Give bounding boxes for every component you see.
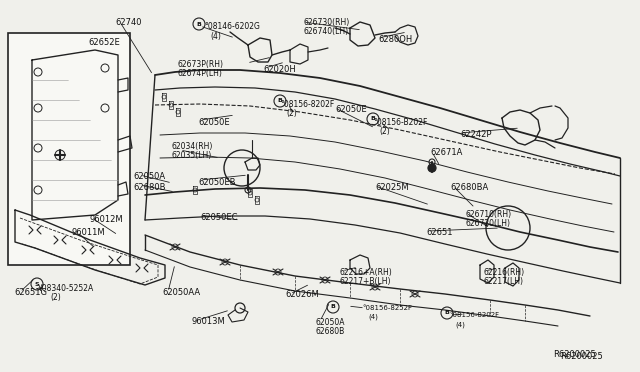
Text: 62242P: 62242P — [460, 130, 492, 139]
Text: ¥08340-5252A: ¥08340-5252A — [38, 284, 94, 293]
Text: 62216(RH): 62216(RH) — [483, 268, 524, 277]
Text: 62025M: 62025M — [375, 183, 408, 192]
Text: 62673P(RH): 62673P(RH) — [178, 60, 224, 69]
Text: B: B — [278, 99, 282, 103]
Text: 96011M: 96011M — [72, 228, 106, 237]
Text: 96012M: 96012M — [89, 215, 123, 224]
Text: (4): (4) — [210, 32, 221, 41]
Text: B: B — [371, 116, 376, 122]
Text: °08146-6202G: °08146-6202G — [204, 22, 260, 31]
Text: °08156-8202F: °08156-8202F — [449, 312, 499, 318]
Ellipse shape — [428, 164, 436, 172]
Text: 626740(LH): 626740(LH) — [303, 27, 348, 36]
Text: S: S — [35, 282, 39, 286]
Text: 62050EB: 62050EB — [198, 178, 236, 187]
Text: 62217(LH): 62217(LH) — [483, 277, 523, 286]
Text: 62050EC: 62050EC — [200, 213, 237, 222]
Text: 62651: 62651 — [426, 228, 452, 237]
Text: 62671A: 62671A — [430, 148, 462, 157]
Text: (2): (2) — [50, 293, 61, 302]
Text: 626720(LH): 626720(LH) — [466, 219, 511, 228]
Text: 62050E: 62050E — [198, 118, 230, 127]
Text: 62652E: 62652E — [88, 38, 120, 47]
Text: 626710(RH): 626710(RH) — [466, 210, 512, 219]
Text: 62217+B(LH): 62217+B(LH) — [340, 277, 392, 286]
Text: °08156-8252F: °08156-8252F — [362, 305, 412, 311]
Text: R6200025: R6200025 — [560, 352, 603, 361]
Text: °08156-8202F: °08156-8202F — [280, 100, 334, 109]
Text: 62216+A(RH): 62216+A(RH) — [340, 268, 393, 277]
Text: B: B — [196, 22, 202, 26]
Text: 62050AA: 62050AA — [162, 288, 200, 297]
Text: 626730(RH): 626730(RH) — [303, 18, 349, 27]
Text: B: B — [331, 305, 335, 310]
Text: 62680B: 62680B — [316, 327, 345, 336]
Text: (4): (4) — [455, 321, 465, 327]
Text: 6280OH: 6280OH — [378, 35, 412, 44]
Text: 62035(LH): 62035(LH) — [172, 151, 212, 160]
Text: B: B — [445, 311, 449, 315]
Text: (2): (2) — [379, 127, 390, 136]
Text: 62034(RH): 62034(RH) — [172, 142, 213, 151]
Text: (4): (4) — [368, 314, 378, 321]
Bar — [8, 33, 130, 265]
Text: (2): (2) — [286, 109, 297, 118]
Text: 62050A: 62050A — [133, 172, 165, 181]
Text: 62651G: 62651G — [14, 288, 47, 297]
Text: 62680B: 62680B — [133, 183, 166, 192]
Text: 62674P(LH): 62674P(LH) — [178, 69, 223, 78]
Text: 62050E: 62050E — [335, 105, 367, 114]
Text: R6200025: R6200025 — [553, 350, 596, 359]
Text: 62050A: 62050A — [316, 318, 346, 327]
Text: 96013M: 96013M — [192, 317, 226, 326]
Text: 62026M: 62026M — [285, 290, 319, 299]
Text: °08156-B202F: °08156-B202F — [373, 118, 428, 127]
Text: 62740: 62740 — [115, 18, 141, 27]
Text: 62680BA: 62680BA — [450, 183, 488, 192]
Text: 62020H: 62020H — [263, 65, 296, 74]
